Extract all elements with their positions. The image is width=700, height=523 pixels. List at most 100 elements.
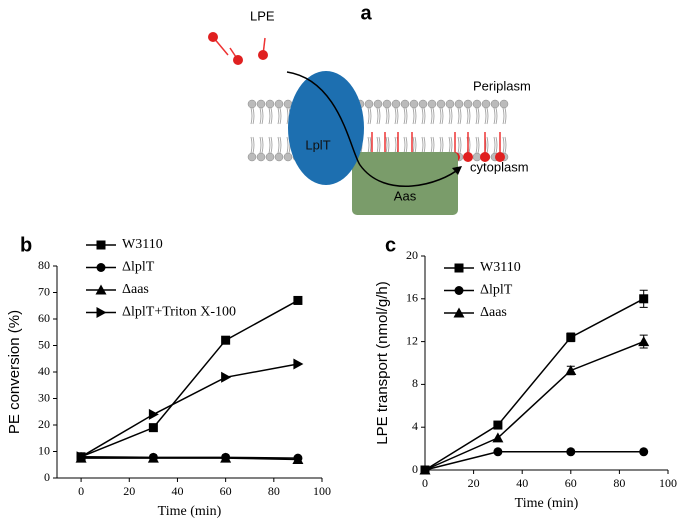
legend-marker xyxy=(454,263,464,273)
lipid-head xyxy=(256,152,266,162)
lpe-label: LPE xyxy=(250,8,275,23)
lipid-head xyxy=(391,99,401,109)
lipid-head xyxy=(247,99,257,109)
lipid-tail xyxy=(475,136,480,154)
lipid-head xyxy=(256,99,266,109)
lipid-tail xyxy=(259,107,264,125)
legend-marker xyxy=(453,307,465,318)
lipid-tail xyxy=(484,107,489,125)
marker xyxy=(639,294,649,304)
lipid-tail xyxy=(412,136,417,154)
y-tick-label: 20 xyxy=(38,417,50,431)
lipid-head xyxy=(472,99,482,109)
aas-label: Aas xyxy=(394,188,417,203)
lipid-tail xyxy=(403,107,408,125)
series-line xyxy=(424,451,644,471)
lipid-head xyxy=(418,99,428,109)
lipid-tail xyxy=(385,107,390,125)
y-tick-label: 20 xyxy=(406,248,418,262)
y-axis-title: LPE transport (nmol/g/h) xyxy=(374,281,391,444)
x-tick-label: 0 xyxy=(422,476,428,490)
lipid-tail xyxy=(403,136,408,154)
marker xyxy=(566,332,576,342)
marker xyxy=(419,464,431,475)
y-axis-title: PE conversion (%) xyxy=(6,310,23,434)
panel-label: b xyxy=(20,234,32,256)
lipid-tail xyxy=(421,136,426,154)
marker xyxy=(293,358,304,370)
legend-marker xyxy=(96,307,107,318)
marker xyxy=(220,452,232,463)
legend-label: W3110 xyxy=(122,237,163,252)
marker xyxy=(566,447,576,457)
x-axis-title: Time (min) xyxy=(515,496,579,511)
lpe-head xyxy=(208,32,218,42)
lipid-tail xyxy=(448,107,453,125)
y-tick-label: 0 xyxy=(412,462,418,476)
lipid-tail xyxy=(250,136,255,154)
lipid-tail xyxy=(376,136,381,154)
lipid-tail xyxy=(268,107,273,125)
y-tick-label: 70 xyxy=(38,284,50,298)
lipid-tail xyxy=(475,107,480,125)
lipid-head xyxy=(265,99,275,109)
y-tick-label: 40 xyxy=(38,364,50,378)
marker xyxy=(293,295,303,305)
marker xyxy=(492,432,504,443)
lpe-inserted-head xyxy=(480,152,490,162)
lipid-tail xyxy=(502,136,507,154)
y-tick-label: 16 xyxy=(406,291,418,305)
legend-marker xyxy=(95,284,107,295)
legend-label: ΔlplT xyxy=(480,283,513,298)
series-line xyxy=(80,299,299,458)
transport-arrow xyxy=(286,71,461,187)
lpe-inserted-head xyxy=(463,152,473,162)
lipid-head xyxy=(247,152,257,162)
legend-label: Δaas xyxy=(480,305,507,320)
arrow-head xyxy=(452,166,462,175)
lipid-tail xyxy=(268,136,273,154)
lipid-tail xyxy=(421,107,426,125)
series-line xyxy=(81,457,298,461)
lipid-head xyxy=(364,99,374,109)
lipid-tail xyxy=(457,107,462,125)
x-tick-label: 80 xyxy=(613,476,625,490)
marker xyxy=(565,364,577,375)
series-line xyxy=(424,340,644,471)
lipid-tail xyxy=(439,107,444,125)
x-tick-label: 100 xyxy=(313,484,331,498)
panel-label: a xyxy=(360,2,372,24)
x-tick-label: 0 xyxy=(78,484,84,498)
y-tick-label: 50 xyxy=(38,337,50,351)
lipid-head xyxy=(481,99,491,109)
lipid-tail xyxy=(259,136,264,154)
lipid-head xyxy=(463,99,473,109)
lipid-head xyxy=(409,99,419,109)
legend-marker xyxy=(96,263,106,272)
y-tick-label: 12 xyxy=(406,333,418,347)
lipid-head xyxy=(265,152,275,162)
y-tick-label: 10 xyxy=(38,443,50,457)
lipid-head xyxy=(427,99,437,109)
x-tick-label: 60 xyxy=(565,476,577,490)
marker xyxy=(147,452,159,463)
lipid-head xyxy=(283,152,293,162)
lipid-head xyxy=(454,99,464,109)
lipid-head xyxy=(373,99,383,109)
lipid-tail xyxy=(448,136,453,154)
lipid-tail xyxy=(412,107,417,125)
lipid-tail xyxy=(385,136,390,154)
x-tick-label: 40 xyxy=(516,476,528,490)
lipid-head xyxy=(490,99,500,109)
cytoplasm-label: cytoplasm xyxy=(470,159,529,174)
lplt-transporter xyxy=(288,71,364,185)
lipid-tail xyxy=(466,107,471,125)
lipid-tail xyxy=(439,136,444,154)
legend-marker xyxy=(454,286,464,295)
legend-label: ΔlplT+Triton X-100 xyxy=(122,305,236,320)
panel-label: c xyxy=(385,234,396,256)
x-tick-label: 60 xyxy=(220,484,232,498)
lipid-tail xyxy=(430,107,435,125)
marker xyxy=(221,335,231,345)
